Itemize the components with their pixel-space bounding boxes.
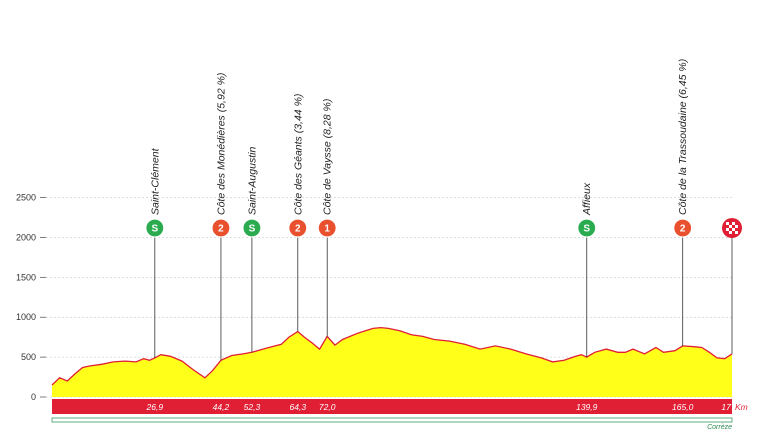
badge-label: 1 xyxy=(324,224,330,235)
climb-category-badge xyxy=(211,218,231,238)
km-label: 72,0 xyxy=(319,402,336,412)
badge-label: S xyxy=(583,224,590,235)
km-label: 26,9 xyxy=(146,402,164,412)
km-label: 64,3 xyxy=(290,402,307,412)
waypoint-name: Saint-Augustin xyxy=(246,147,258,215)
finish-check xyxy=(732,228,735,231)
waypoint-name: Côte de Vaysse (8,28 %) xyxy=(322,99,334,215)
region-strip: Corrèze xyxy=(51,417,733,431)
sprint-badge xyxy=(577,218,597,238)
region-bar xyxy=(51,417,733,423)
finish-check xyxy=(726,222,729,225)
elevation-fill xyxy=(52,327,732,397)
distance-band: 26,9 44,2 52,3 64,3 72,0 139,9 165,0 177,9Km xyxy=(52,399,748,414)
waypoint-name: Saint-Clément xyxy=(149,147,161,215)
finish-check xyxy=(729,231,732,234)
sprint-badge xyxy=(242,218,262,238)
y-tick-label: 1000 xyxy=(16,312,36,322)
waypoint-name: Côte de la Trassoudaine (6,45 %) xyxy=(677,59,689,215)
finish-flag-icon xyxy=(722,218,742,238)
waypoint-name: Côte des Géants (3,44 %) xyxy=(292,94,304,215)
km-label: 44,2 xyxy=(213,402,230,412)
finish-check xyxy=(735,225,738,228)
finish-check xyxy=(729,225,732,228)
badge-label: S xyxy=(151,224,158,235)
region-label: Corrèze xyxy=(707,424,732,431)
climb-category-badge xyxy=(288,218,308,238)
finish-check xyxy=(735,231,738,234)
km-label: 177,9 xyxy=(721,402,743,412)
badge-label: 2 xyxy=(680,224,686,235)
climb-category-badge xyxy=(673,218,693,238)
km-label: 139,9 xyxy=(576,402,598,412)
y-tick-label: 1500 xyxy=(16,272,36,282)
distance-band-bar xyxy=(52,399,732,414)
y-tick-label: 2000 xyxy=(16,232,36,242)
km-label: 52,3 xyxy=(244,402,261,412)
y-tick-label: 2500 xyxy=(16,193,36,203)
y-tick-label: 500 xyxy=(21,352,36,362)
badge-label: 2 xyxy=(295,224,301,235)
sprint-badge xyxy=(145,218,165,238)
badge-label: S xyxy=(249,224,256,235)
finish-check xyxy=(732,222,735,225)
km-label: 165,0 xyxy=(672,402,694,412)
km-unit-label: Km xyxy=(735,402,748,412)
waypoints: S Saint-Clément 2 Côte des Monédières (5,92… xyxy=(145,59,742,361)
badge-label: 2 xyxy=(218,224,224,235)
finish-check xyxy=(726,228,729,231)
elevation-area xyxy=(51,326,733,397)
waypoint-name: Côte des Monédières (5,92 %) xyxy=(215,73,227,215)
climb-category-badge xyxy=(317,218,337,238)
elevation-line xyxy=(51,326,733,386)
y-grid: 0 500 1000 1500 2000 2500 xyxy=(16,193,732,402)
y-tick-label: 0 xyxy=(31,392,36,402)
waypoint-name: Affieux xyxy=(581,182,593,216)
